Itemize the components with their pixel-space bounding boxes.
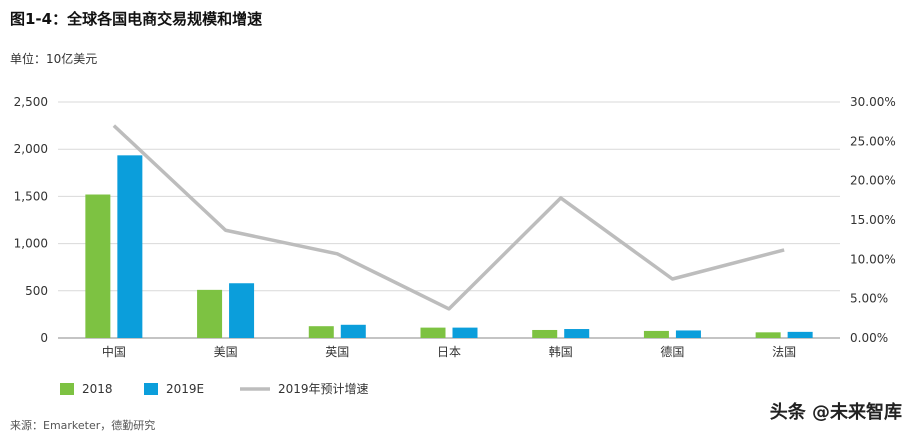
category-label: 德国 — [660, 344, 684, 359]
category-label: 美国 — [214, 345, 238, 359]
unit-label: 单位：10亿美元 — [10, 52, 98, 66]
left-tick-label: 0 — [40, 331, 48, 345]
bar-2018-美国 — [197, 289, 223, 338]
left-tick-label: 2,000 — [14, 142, 48, 156]
right-tick-label: 25.00% — [850, 134, 896, 148]
legend-swatch-2018 — [60, 383, 74, 395]
category-label: 英国 — [325, 345, 349, 359]
left-tick-label: 1,000 — [14, 237, 48, 251]
right-tick-label: 15.00% — [850, 213, 896, 227]
bar-2019E-日本 — [452, 327, 478, 338]
bar-2019E-英国 — [340, 324, 366, 338]
line-2019年预计增速 — [112, 124, 785, 311]
category-labels: 中国 美国 英国 日本 韩国 德国 法国 — [102, 344, 796, 359]
bar-2019E-德国 — [675, 330, 701, 338]
right-axis-ticks: 0.00% 5.00% 10.00% 15.00% 20.00% 25.00% 30.00% — [850, 95, 896, 345]
bar-2018-德国 — [643, 330, 669, 338]
bar-2018-法国 — [755, 332, 781, 338]
right-tick-label: 30.00% — [850, 95, 896, 109]
bar-series — [85, 155, 813, 338]
bar-2018-韩国 — [532, 329, 558, 338]
right-tick-label: 10.00% — [850, 252, 896, 266]
legend-label-2018: 2018 — [82, 382, 113, 396]
bar-2019E-美国 — [229, 283, 255, 338]
bar-2018-日本 — [420, 327, 446, 338]
legend-label-2019年预计增速: 2019年预计增速 — [278, 382, 369, 396]
legend-swatch-2019E — [144, 383, 158, 395]
source-note: 来源：Emarketer，德勤研究 — [10, 419, 156, 432]
bar-2018-英国 — [308, 326, 334, 338]
chart-title: 图1-4：全球各国电商交易规模和增速 — [10, 10, 263, 28]
left-tick-label: 2,500 — [14, 95, 48, 109]
watermark: 头条 @未来智库 — [769, 402, 902, 423]
category-label: 中国 — [102, 344, 126, 359]
bar-2019E-韩国 — [564, 329, 590, 338]
legend: 2018 2019E 2019年预计增速 — [60, 382, 369, 396]
legend-label-2019E: 2019E — [166, 382, 204, 396]
left-tick-label: 500 — [25, 284, 48, 298]
right-tick-label: 5.00% — [850, 292, 888, 306]
bar-2019E-法国 — [787, 331, 813, 338]
bar-2018-中国 — [85, 194, 111, 338]
right-tick-label: 20.00% — [850, 174, 896, 188]
category-label: 日本 — [437, 345, 461, 359]
growth-line-series — [112, 124, 785, 311]
left-axis-ticks: 0 500 1,000 1,500 2,000 2,500 — [14, 95, 48, 345]
category-label: 法国 — [772, 345, 796, 359]
bar-2019E-中国 — [117, 155, 143, 338]
grid-lines — [58, 101, 840, 339]
category-label: 韩国 — [549, 344, 573, 359]
left-tick-label: 1,500 — [14, 189, 48, 203]
right-tick-label: 0.00% — [850, 331, 888, 345]
